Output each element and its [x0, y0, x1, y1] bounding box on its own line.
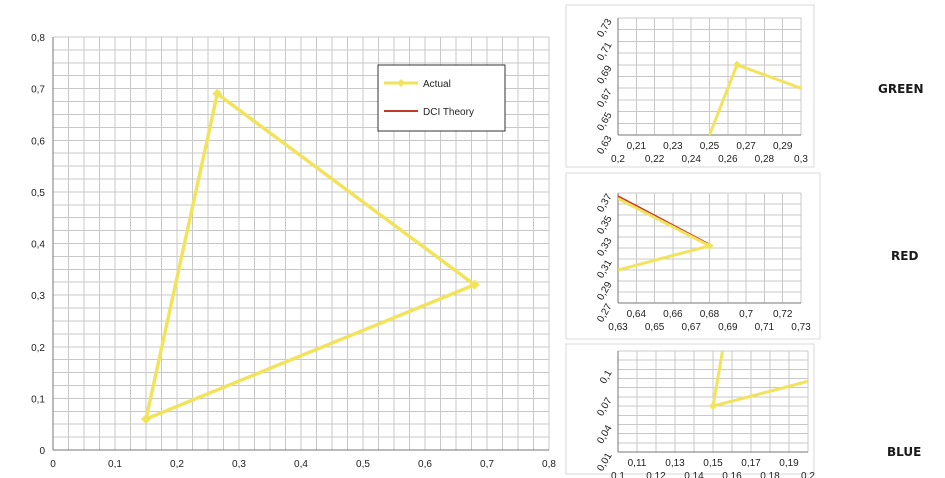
main-y-tick-label: 0,1 — [31, 394, 45, 405]
red-x-tick-label: 0,67 — [681, 322, 701, 333]
red-x-tick-label: 0,71 — [755, 322, 775, 333]
legend: Actual DCI Theory — [377, 64, 506, 132]
legend-actual-marker — [397, 79, 405, 87]
red-x-tick-label: 0,73 — [791, 322, 811, 333]
red-x-tick-label: 0,69 — [718, 322, 738, 333]
main-actual-marker — [469, 279, 480, 290]
main-actual-marker — [141, 414, 151, 425]
red-x-tick-label: 0,72 — [773, 309, 793, 320]
blue-x-tick-label: 0,16 — [722, 471, 742, 478]
main-y-tick-label: 0,5 — [31, 188, 45, 199]
legend-dci-label: DCI Theory — [423, 107, 474, 118]
red-x-tick-label: 0,64 — [627, 309, 647, 320]
blue-x-tick-label: 0,12 — [646, 471, 666, 478]
red-x-tick-label: 0,7 — [739, 309, 753, 320]
green-x-tick-label: 0,3 — [794, 154, 808, 165]
green-x-tick-label: 0,26 — [718, 154, 738, 165]
green-x-tick-label: 0,22 — [645, 154, 665, 165]
red-actual-marker — [705, 241, 714, 250]
main-y-tick-label: 0,2 — [31, 343, 45, 354]
blue-x-tick-label: 0,13 — [665, 458, 685, 469]
red-panel-frame — [565, 172, 821, 340]
green-panel-frame — [565, 4, 815, 168]
main-x-tick-label: 0,8 — [542, 459, 556, 470]
red-label: RED — [891, 249, 918, 263]
main-chart: 0 0,1 0,2 0,3 0,4 0,5 0,6 0,7 0,8 0 0,1 0,2 0,3 0,4 0,… — [31, 33, 556, 470]
legend-box — [377, 64, 506, 132]
green-x-tick-label: 0,24 — [681, 154, 701, 165]
legend-actual-label: Actual — [423, 79, 451, 90]
green-x-tick-label: 0,2 — [611, 154, 625, 165]
main-series-actual — [144, 92, 477, 421]
main-grid — [52, 36, 550, 451]
green-x-tick-label: 0,25 — [700, 141, 720, 152]
green-x-tick-label: 0,23 — [663, 141, 683, 152]
blue-x-tick-label: 0,2 — [801, 471, 815, 478]
main-y-tick-label: 0,8 — [31, 33, 45, 44]
blue-x-tick-label: 0,17 — [741, 458, 761, 469]
main-actual-marker — [212, 88, 223, 99]
main-x-tick-label: 0,6 — [418, 459, 432, 470]
blue-x-tick-label: 0,19 — [779, 458, 799, 469]
main-x-tick-label: 0,4 — [294, 459, 308, 470]
main-y-tick-label: 0 — [39, 446, 45, 457]
red-x-tick-label: 0,63 — [608, 322, 628, 333]
blue-x-tick-label: 0,14 — [684, 471, 704, 478]
blue-x-tick-label: 0,1 — [611, 471, 625, 478]
green-x-tick-label: 0,21 — [627, 141, 647, 152]
blue-label: BLUE — [887, 445, 921, 459]
main-x-tick-label: 0,2 — [170, 459, 184, 470]
blue-x-tick-label: 0,11 — [628, 458, 647, 469]
blue-actual-marker — [709, 402, 717, 411]
blue-x-tick-label: 0,18 — [760, 471, 780, 478]
main-y-tick-label: 0,6 — [31, 136, 45, 147]
green-label: GREEN — [878, 82, 924, 96]
green-actual-marker — [732, 60, 741, 69]
main-x-tick-label: 0,3 — [232, 459, 246, 470]
main-y-tick-label: 0,3 — [31, 291, 45, 302]
red-inset-chart: 0,64 0,66 0,68 0,7 0,72 0,63 0,65 0,67 0,69 0,71 0… — [595, 192, 811, 333]
blue-inset-chart: 0,11 0,13 0,15 0,17 0,19 0,1 0,12 0,14 0,16 0,18 0… — [595, 350, 815, 478]
main-x-tick-label: 0,7 — [480, 459, 494, 470]
main-series-layer — [141, 88, 480, 425]
green-x-tick-label: 0,27 — [736, 141, 756, 152]
red-x-tick-label: 0,68 — [700, 309, 720, 320]
main-tick-labels: 0 0,1 0,2 0,3 0,4 0,5 0,6 0,7 0,8 0 0,1 0,2 0,3 0,4 0,… — [31, 33, 556, 470]
main-x-tick-label: 0 — [50, 459, 56, 470]
main-y-tick-label: 0,7 — [31, 85, 45, 96]
green-x-tick-label: 0,28 — [755, 154, 775, 165]
blue-x-tick-label: 0,15 — [703, 458, 723, 469]
main-y-tick-label: 0,4 — [31, 240, 45, 251]
red-x-tick-label: 0,65 — [645, 322, 665, 333]
red-x-tick-label: 0,66 — [663, 309, 683, 320]
main-x-tick-label: 0,5 — [356, 459, 370, 470]
main-x-tick-label: 0,1 — [108, 459, 122, 470]
green-x-tick-label: 0,29 — [773, 141, 793, 152]
